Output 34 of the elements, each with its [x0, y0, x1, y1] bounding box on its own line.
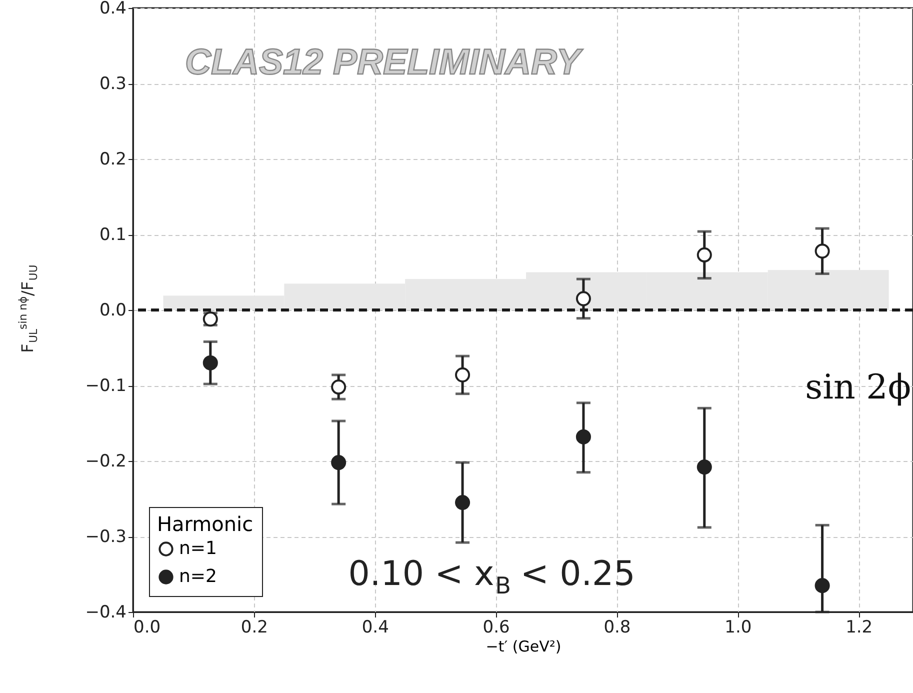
- x-tick-label: 0.0: [134, 618, 161, 638]
- x-tick-label: 1.0: [724, 618, 752, 638]
- annotation: CLAS12 PRELIMINARY: [185, 41, 584, 82]
- y-tick-label: −0.2: [85, 452, 126, 472]
- legend-label: n=1: [179, 538, 217, 559]
- x-axis-title: −t′ (GeV²): [486, 638, 562, 656]
- point: [576, 291, 591, 306]
- point: [331, 380, 346, 395]
- point: [455, 367, 470, 382]
- x-tick-label: 0.4: [362, 618, 389, 638]
- y-tick-label: 0.1: [99, 225, 126, 245]
- x-tick-label: 1.2: [846, 618, 873, 638]
- y-tick-label: 0.0: [99, 300, 126, 320]
- y-tick-label: 0.4: [99, 0, 126, 18]
- point: [331, 455, 346, 470]
- point: [576, 429, 591, 444]
- y-tick-label: −0.1: [85, 376, 126, 396]
- point: [696, 247, 712, 262]
- point: [814, 244, 830, 259]
- y-axis-title: FULsin nϕ/FUU: [16, 264, 40, 353]
- point: [696, 460, 712, 475]
- legend-label: n=2: [179, 566, 217, 587]
- point: [202, 355, 218, 370]
- y-tick-label: −0.3: [85, 527, 126, 547]
- x-tick-label: 0.6: [482, 618, 510, 638]
- annotation: sin 2ϕ: [805, 368, 911, 408]
- point: [814, 578, 830, 594]
- x-tick-label: 0.8: [604, 618, 631, 638]
- point: [455, 495, 470, 510]
- y-tick-label: 0.2: [99, 150, 126, 170]
- y-tick-label: −0.4: [85, 602, 126, 622]
- legend-title: Harmonic: [157, 512, 254, 536]
- y-tick-label: 0.3: [99, 74, 126, 94]
- x-tick-label: 0.2: [240, 618, 268, 638]
